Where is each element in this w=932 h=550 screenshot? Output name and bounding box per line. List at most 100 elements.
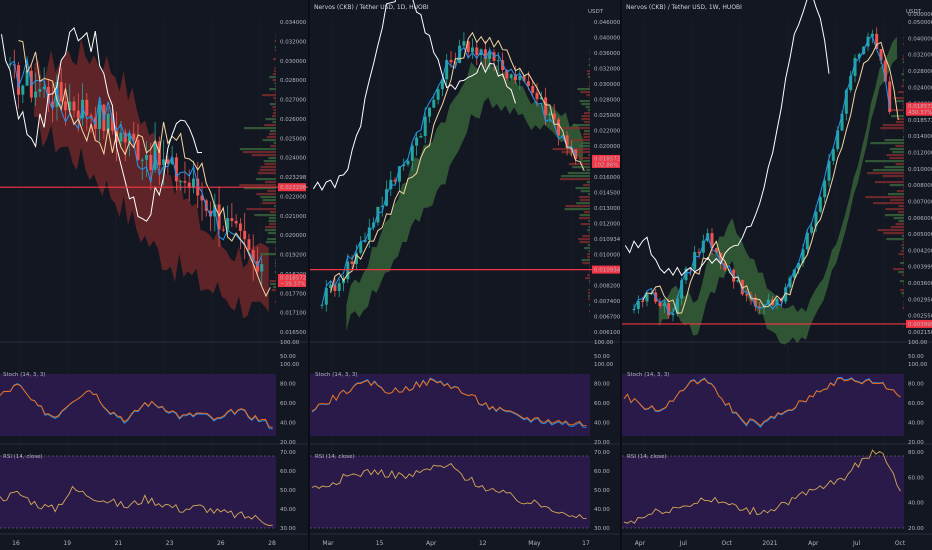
volume-profile-bar xyxy=(884,139,904,142)
volume-profile-bar xyxy=(273,286,276,289)
candle-body xyxy=(561,135,565,137)
candle-body xyxy=(844,90,848,114)
candle-body xyxy=(55,82,59,107)
price-axis-tick: 0.050000 xyxy=(908,20,932,26)
volume-profile-bar xyxy=(274,205,276,208)
volume-profile-bar xyxy=(270,283,276,286)
candle-body xyxy=(68,101,72,111)
stoch-axis-tick: 20.00 xyxy=(908,440,924,446)
candle-body xyxy=(526,81,530,86)
candle-body xyxy=(458,45,462,64)
stoch-axis-tick: 100.00 xyxy=(908,362,928,368)
candle-body xyxy=(380,205,384,207)
price-axis-tick: 0.025000 xyxy=(594,113,620,119)
volume-profile-bar xyxy=(274,247,276,250)
volume-profile-bar xyxy=(577,88,590,91)
volume-profile-bar xyxy=(269,130,276,133)
rsi-axis-tick: 70.00 xyxy=(594,450,610,456)
candle-body xyxy=(372,222,376,228)
volume-profile-bar xyxy=(893,217,904,220)
price-axis-tick: 0.012000 xyxy=(594,222,620,228)
axis-tick: 100.00 xyxy=(280,340,300,346)
candle-body xyxy=(415,137,419,146)
volume-profile-bar xyxy=(587,298,590,301)
candle-body xyxy=(21,85,25,95)
candle-body xyxy=(697,251,701,253)
candle-body xyxy=(827,160,831,181)
candle-body xyxy=(187,182,191,189)
candle-body xyxy=(234,220,238,224)
candle-body xyxy=(72,101,76,111)
volume-profile-bar xyxy=(588,280,590,283)
price-axis-tick: 0.019200 xyxy=(280,253,307,259)
candle-body xyxy=(688,268,692,270)
panel-divider[interactable] xyxy=(308,0,310,550)
volume-profile-bar xyxy=(900,289,904,292)
volume-profile-bar xyxy=(900,262,904,265)
chart-svg-4h[interactable]: 0.034000 0.032000 0.030000 0.028000 0.027000… xyxy=(0,0,308,550)
volume-profile-bar xyxy=(893,97,904,100)
candle-body xyxy=(174,157,178,182)
candle-body xyxy=(470,47,475,53)
stoch-axis-tick: 60.00 xyxy=(908,401,924,407)
candle-body xyxy=(397,166,401,182)
last-price-change: 430.37% xyxy=(908,110,932,116)
candle-body xyxy=(8,64,12,66)
candle-body xyxy=(513,74,518,81)
volume-profile-bar xyxy=(903,112,904,115)
volume-profile-bar xyxy=(273,58,276,61)
volume-profile-bar xyxy=(882,175,904,178)
rsi-axis-tick: 50.00 xyxy=(280,488,296,494)
volume-profile-bar xyxy=(880,127,904,130)
candle-body xyxy=(671,313,675,316)
stoch-d-line xyxy=(623,377,901,427)
volume-profile-bar xyxy=(902,274,904,277)
chart-panel-1d[interactable]: 0.046000 0.040000 0.036000 0.032000 0.030000… xyxy=(310,0,620,550)
volume-profile-bar xyxy=(587,256,590,259)
volume-profile-bar xyxy=(582,235,590,238)
chart-svg-1w[interactable]: 0.050000 0.040000 0.032000 0.028000 0.024000… xyxy=(622,0,932,550)
rsi-band xyxy=(622,456,904,528)
time-axis-tick: 26 xyxy=(217,540,225,547)
volume-profile-bar xyxy=(884,166,904,169)
time-axis-tick: Mar xyxy=(322,540,334,547)
volume-profile-bar xyxy=(578,217,590,220)
chart-svg-1d[interactable]: 0.046000 0.040000 0.036000 0.032000 0.030000… xyxy=(310,0,620,550)
price-axis-tick: 0.008200 xyxy=(594,284,620,290)
volume-profile-bar xyxy=(254,214,276,217)
volume-profile-bar xyxy=(272,112,276,115)
stoch-d-line xyxy=(0,383,273,428)
rsi-band xyxy=(310,456,590,528)
volume-profile-bar xyxy=(579,145,590,148)
volume-profile-bar xyxy=(583,211,590,214)
volume-profile-bar xyxy=(889,184,904,187)
panel-divider[interactable] xyxy=(620,0,622,550)
candle-body xyxy=(209,210,213,217)
candle-body xyxy=(63,101,67,111)
stoch-label: Stoch (14, 3, 3) xyxy=(315,372,358,378)
candle-body xyxy=(814,211,818,227)
candle-body xyxy=(680,280,684,299)
chart-panel-4h[interactable]: 0.034000 0.032000 0.030000 0.028000 0.027000… xyxy=(0,0,308,550)
price-axis-tick: 0.032000 xyxy=(280,39,307,45)
candle-body xyxy=(251,250,255,262)
axis-tick: 100.00 xyxy=(908,340,928,346)
price-axis-tick: 0.0000000 xyxy=(908,12,932,18)
price-axis-tick: 0.024000 xyxy=(280,156,307,162)
candle-body xyxy=(792,269,796,278)
price-axis-tick: 0.040000 xyxy=(908,36,932,42)
candle-body xyxy=(745,294,749,296)
volume-profile-bar xyxy=(901,73,904,76)
candle-body xyxy=(883,60,887,82)
stoch-band xyxy=(622,374,904,436)
candle-body xyxy=(136,139,140,160)
volume-profile-bar xyxy=(901,244,904,247)
price-axis-tick: 0.023298 xyxy=(280,175,307,181)
volume-profile-bar xyxy=(267,232,276,235)
kijun-line xyxy=(18,40,271,298)
stoch-label: Stoch (14, 3, 3) xyxy=(3,372,46,378)
chart-panel-1w[interactable]: 0.050000 0.040000 0.032000 0.028000 0.024000… xyxy=(622,0,932,550)
volume-profile-bar xyxy=(584,277,590,280)
volume-profile-bar xyxy=(264,124,276,127)
volume-profile-bar xyxy=(274,301,276,304)
